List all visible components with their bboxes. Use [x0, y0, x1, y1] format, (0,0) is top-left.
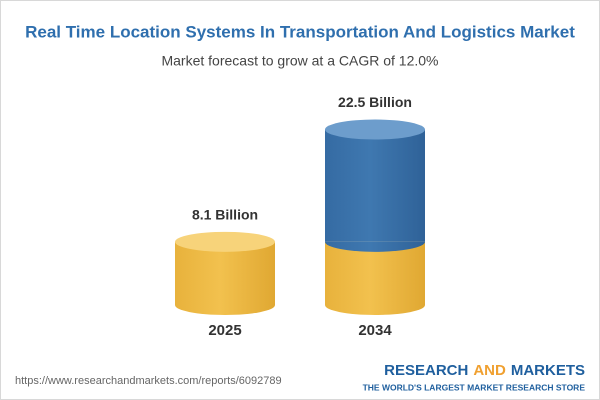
value-label: 8.1 Billion	[192, 207, 258, 223]
cylinder-top	[175, 231, 275, 252]
cylinder-body	[325, 129, 425, 242]
cylinder-top	[325, 119, 425, 140]
cylinder	[325, 119, 425, 315]
brand-word: MARKETS	[511, 362, 585, 379]
cylinder-bottom	[175, 295, 275, 315]
chart-subtitle: Market forecast to grow at a CAGR of 12.…	[161, 53, 438, 69]
x-tick-label: 2034	[358, 322, 392, 339]
cylinder-body	[325, 241, 425, 305]
cylinder-seam	[325, 241, 425, 252]
source-url: https://www.researchandmarkets.com/repor…	[15, 375, 282, 387]
brand-word: AND	[473, 362, 506, 379]
cylinder-body	[175, 241, 275, 305]
cylinder-bottom	[325, 295, 425, 315]
x-tick-label: 2025	[208, 322, 241, 339]
cylinder	[175, 231, 275, 315]
brand-logo: RESEARCH AND MARKETS	[384, 362, 585, 379]
brand-word: RESEARCH	[384, 362, 468, 379]
brand-tagline: THE WORLD'S LARGEST MARKET RESEARCH STOR…	[363, 382, 586, 392]
chart-title: Real Time Location Systems In Transporta…	[25, 22, 575, 41]
value-label: 22.5 Billion	[338, 94, 412, 110]
